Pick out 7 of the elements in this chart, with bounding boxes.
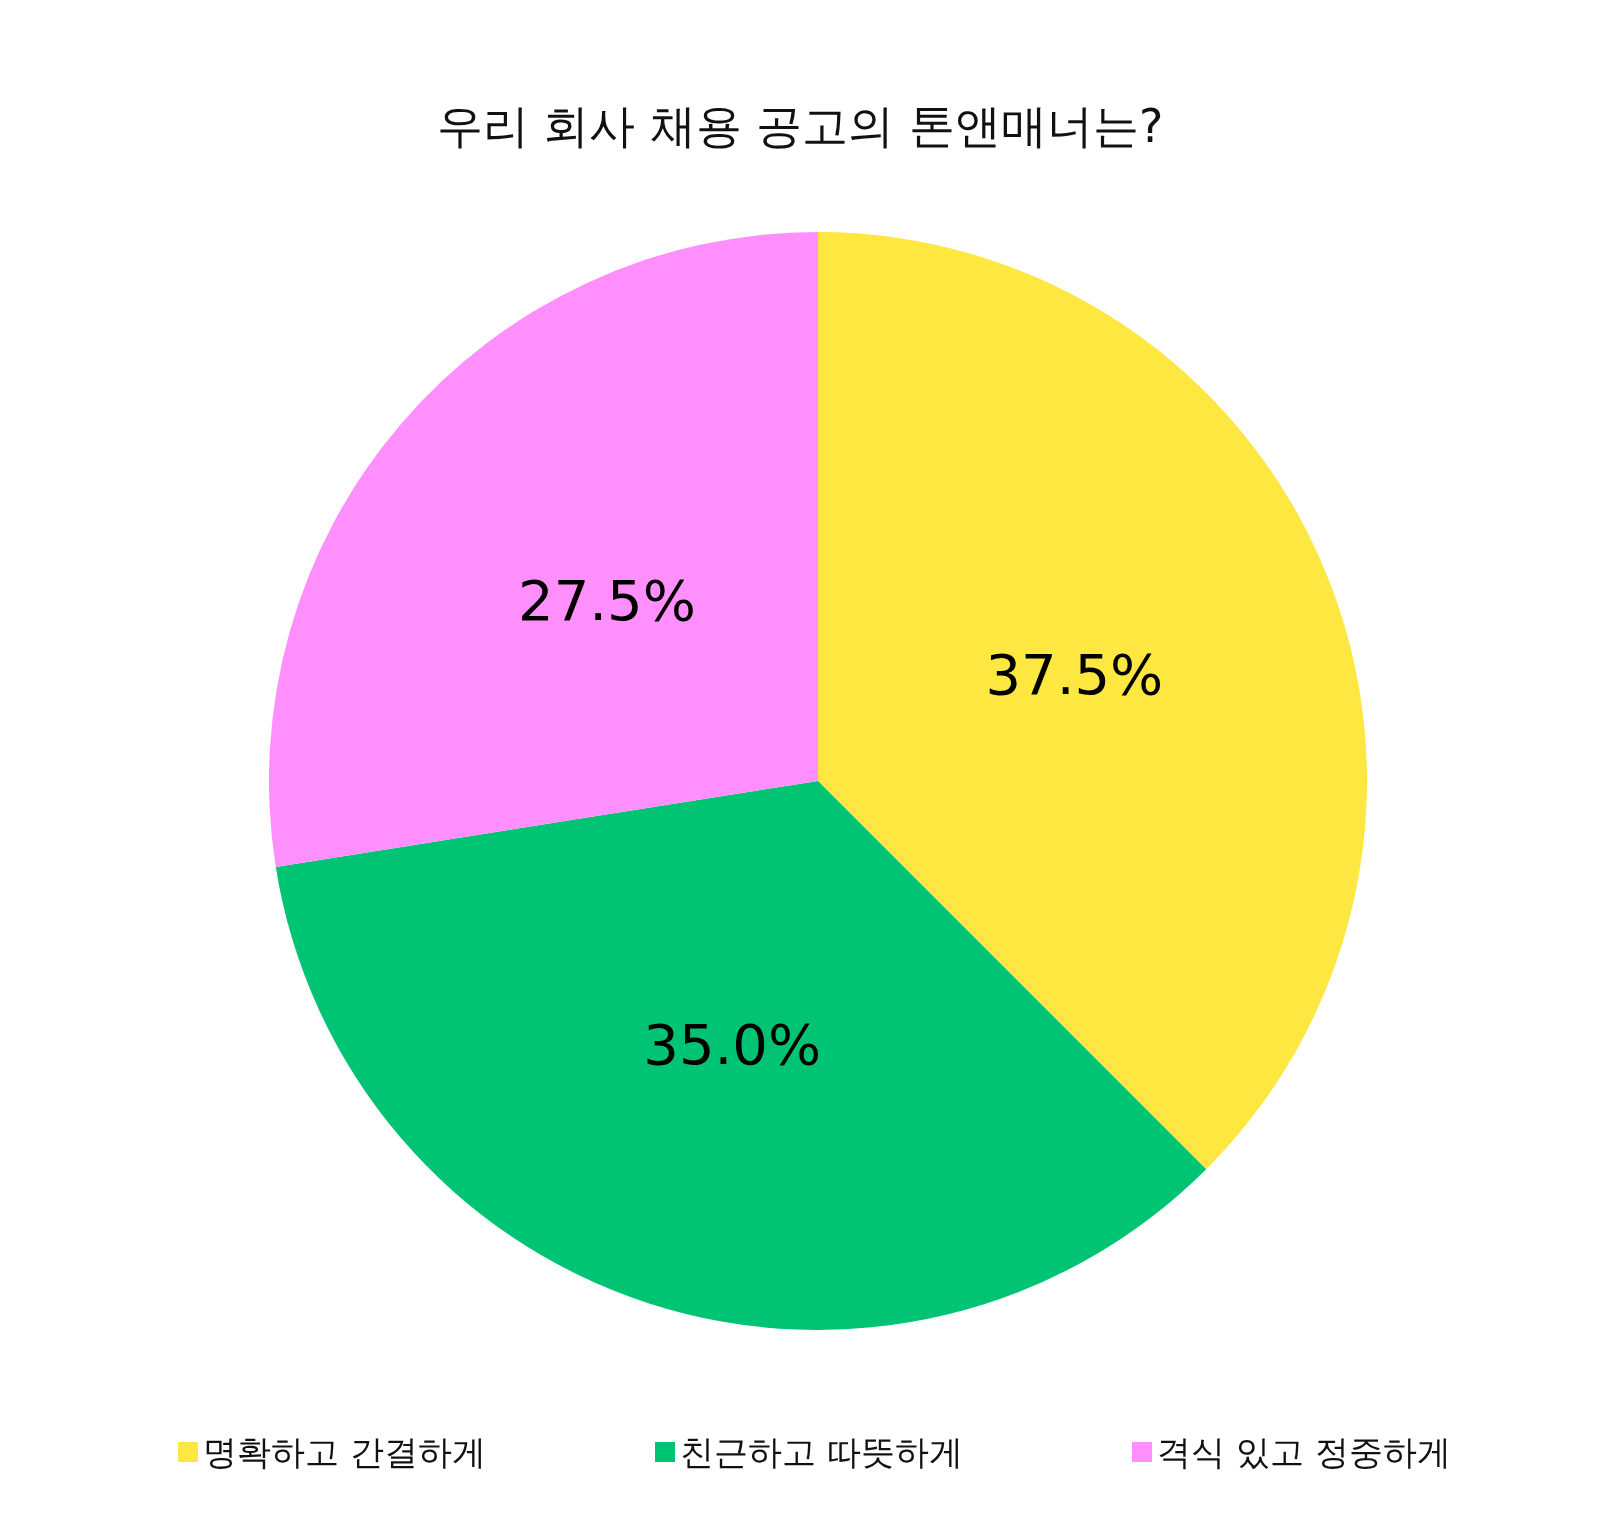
legend-label: 친근하고 따뜻하게 bbox=[680, 1432, 963, 1472]
legend-label: 명확하고 간결하게 bbox=[203, 1432, 486, 1472]
data-label: 37.5% bbox=[985, 642, 1164, 708]
legend-label: 격식 있고 정중하게 bbox=[1157, 1432, 1451, 1472]
chart-title: 우리 회사 채용 공고의 톤앤매너는? bbox=[436, 99, 1164, 153]
data-label: 35.0% bbox=[643, 1012, 822, 1078]
data-label: 27.5% bbox=[518, 568, 696, 634]
